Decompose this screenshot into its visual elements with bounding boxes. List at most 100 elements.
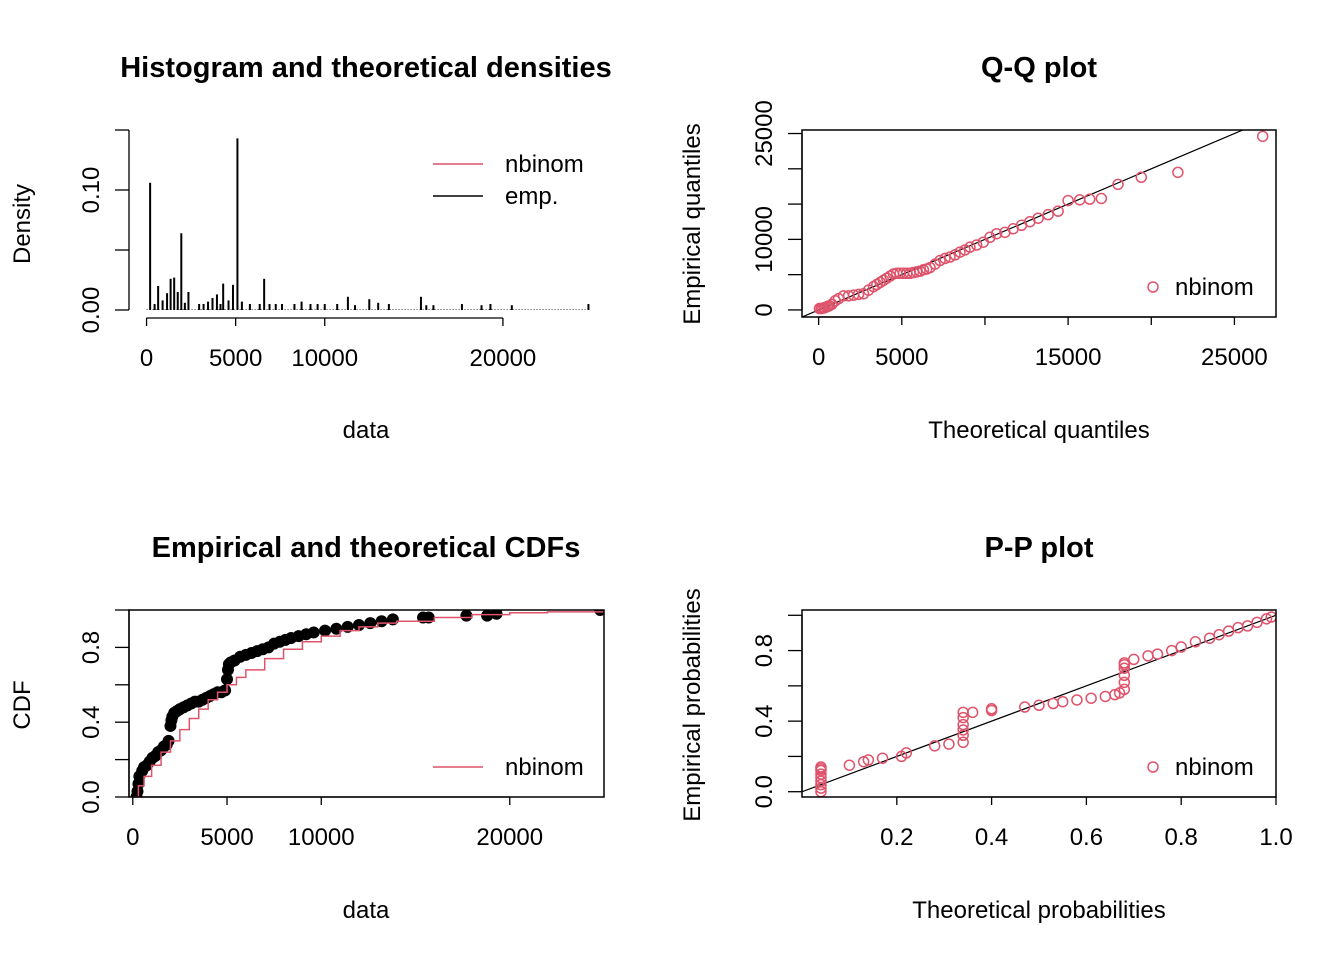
x-tick-label: 0.6 — [1070, 824, 1103, 851]
x-tick-label: 20000 — [470, 345, 537, 372]
x-tick-label: 1.0 — [1259, 824, 1292, 851]
pp-point — [966, 706, 979, 719]
empirical-cdf-point — [319, 624, 332, 637]
qq-point — [970, 239, 983, 251]
x-tick-label: 0 — [140, 345, 153, 372]
qq-point — [1172, 166, 1184, 179]
qq-point — [939, 252, 951, 265]
y-tick-label: 0.0 — [78, 780, 105, 813]
y-axis-label: Empirical quantiles — [679, 123, 706, 324]
chart-title: Empirical and theoretical CDFs — [152, 532, 581, 564]
x-tick-label: 0.8 — [1165, 824, 1198, 851]
pp-point — [843, 759, 856, 771]
pp-point — [1033, 699, 1045, 712]
x-tick-label: 0 — [126, 824, 139, 851]
x-tick-label: 5000 — [200, 824, 253, 851]
pp-point — [1118, 683, 1131, 696]
x-tick-label: 15000 — [1035, 344, 1102, 371]
pp-point — [1189, 636, 1202, 648]
pp-point — [1151, 648, 1164, 660]
pp-point — [1142, 650, 1154, 662]
qq-point — [1062, 194, 1074, 207]
pp-point — [957, 711, 969, 724]
theoretical-cdf-line — [132, 610, 604, 797]
pp-point — [957, 724, 969, 736]
chart-title: Histogram and theoretical densities — [120, 52, 612, 84]
legend-label: emp. — [505, 183, 558, 210]
pp-point — [900, 747, 913, 759]
qq-point — [826, 298, 838, 311]
x-axis-label: data — [343, 897, 390, 924]
pp-point — [1056, 695, 1069, 708]
plot-frame — [801, 609, 1277, 798]
panel-pp-plot: P-P plot Theoretical probabilities Empir… — [679, 532, 1293, 924]
qq-point — [990, 227, 1003, 240]
chart-title: Q-Q plot — [981, 52, 1097, 84]
qq-point — [1135, 171, 1148, 184]
y-tick-label: 10000 — [751, 206, 778, 273]
legend-swatch-nbinom — [1147, 761, 1159, 773]
legend-swatch-nbinom — [1147, 281, 1159, 293]
pp-point — [957, 736, 969, 749]
pp-point — [1019, 701, 1031, 713]
pp-point — [1047, 697, 1059, 710]
qq-point — [1032, 212, 1044, 224]
legend-label: nbinom — [505, 754, 584, 781]
y-axis-label: Empirical probabilities — [679, 588, 706, 821]
empirical-cdf-point — [386, 613, 399, 626]
pp-point — [957, 718, 969, 731]
legend-label: nbinom — [1175, 274, 1254, 301]
pp-point — [815, 761, 827, 773]
pp-point — [876, 752, 889, 764]
panel-histogram: Histogram and theoretical densities data… — [9, 52, 612, 444]
qq-point — [1083, 193, 1096, 205]
chart-title: P-P plot — [984, 532, 1093, 564]
y-tick-label: 0.8 — [78, 631, 105, 664]
qq-point — [1042, 208, 1054, 221]
y-tick-label: 0.4 — [78, 706, 105, 739]
y-tick-label: 0.10 — [78, 167, 105, 214]
qq-point — [1052, 205, 1064, 217]
y-tick-label: 0.00 — [78, 287, 105, 334]
x-tick-label: 5000 — [209, 345, 262, 372]
qq-point — [934, 254, 946, 267]
qq-point — [1073, 194, 1086, 206]
pp-point — [1085, 692, 1097, 704]
empirical-cdf-point — [341, 620, 354, 633]
pp-point — [1175, 641, 1187, 653]
x-axis-label: Theoretical quantiles — [928, 417, 1149, 444]
qq-point — [964, 241, 976, 253]
x-tick-label: 10000 — [288, 824, 355, 851]
empirical-cdf-point — [460, 610, 473, 622]
x-tick-label: 10000 — [291, 345, 358, 372]
pp-point — [928, 740, 941, 752]
qq-point — [984, 231, 996, 244]
x-tick-label: 5000 — [875, 344, 928, 371]
empirical-cdf-point — [330, 622, 343, 635]
pp-point — [1128, 653, 1140, 666]
y-tick-label: 0.4 — [751, 704, 778, 737]
reference-line — [802, 614, 1276, 793]
qq-point — [852, 288, 865, 301]
qq-point — [1095, 192, 1108, 205]
y-axis-label: CDF — [9, 680, 36, 729]
pp-point — [862, 754, 875, 766]
y-tick-label: 0.0 — [751, 775, 778, 808]
plot-frame — [128, 609, 605, 798]
y-tick-label: 0 — [751, 303, 778, 316]
empirical-cdf-point — [307, 626, 320, 639]
qq-point — [1112, 178, 1124, 191]
y-axis-label: Density — [9, 184, 36, 264]
qq-point — [1256, 130, 1269, 143]
x-tick-label: 0.2 — [880, 824, 913, 851]
pp-point — [943, 738, 955, 750]
x-tick-label: 0 — [812, 344, 825, 371]
y-tick-label: 0.8 — [751, 634, 778, 667]
legend-label: nbinom — [505, 151, 584, 178]
pp-point — [985, 703, 998, 715]
pp-point — [1099, 690, 1112, 703]
x-tick-label: 0.4 — [975, 824, 1008, 851]
empirical-cdf-point — [219, 684, 232, 697]
x-axis-label: data — [343, 417, 390, 444]
empirical-cdf-point — [375, 615, 388, 628]
